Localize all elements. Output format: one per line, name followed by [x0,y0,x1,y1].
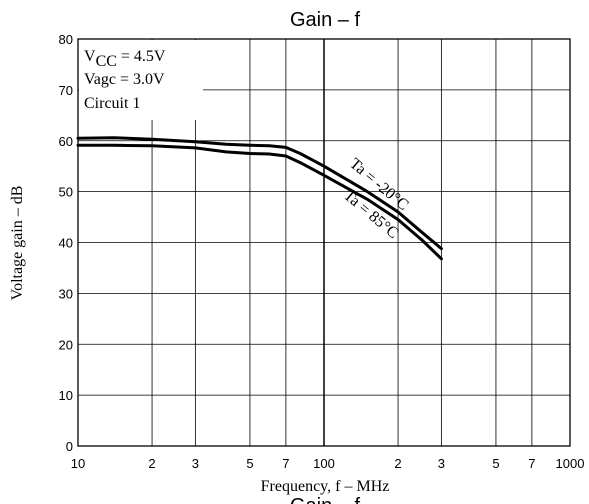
y-tick-label: 50 [59,185,73,200]
plot-frame [77,38,571,447]
chart-title: Gain – f [290,9,360,31]
vagc-condition: Vagc = 3.0V [84,71,165,88]
series-line-1 [76,143,443,261]
x-tick-labels: 10 2 3 5 7 100 2 3 5 7 1000 [71,456,585,471]
x-tick-label: 100 [313,456,335,471]
vcc-value: = 4.5V [117,48,166,65]
y-tick-labels: 0 10 20 30 40 50 60 70 80 [59,32,73,454]
y-tick-label: 30 [59,286,73,301]
x-tick-label: 3 [192,456,199,471]
y-axis-label: Voltage gain – dB [9,186,26,301]
x-tick-label: 7 [282,456,289,471]
x-tick-label: 5 [246,456,253,471]
y-tick-label: 40 [59,236,73,251]
bottom-caption: Gain – f [290,495,360,504]
y-tick-label: 10 [59,388,73,403]
y-tick-label: 80 [59,32,73,47]
x-tick-label: 7 [528,456,535,471]
x-tick-label: 1000 [556,456,585,471]
series-group [76,136,443,261]
x-tick-label: 3 [438,456,445,471]
x-tick-label: 2 [148,456,155,471]
y-tick-label: 70 [59,83,73,98]
x-tick-label: 5 [492,456,499,471]
y-tick-label: 0 [66,439,73,454]
x-tick-label: 2 [394,456,401,471]
x-tick-label: 10 [71,456,85,471]
vcc-subscript: CC [96,53,117,70]
circuit-condition: Circuit 1 [84,95,140,112]
x-axis-label: Frequency, f – MHz [261,478,390,495]
vcc-symbol: V [84,48,96,65]
vcc-condition: VCC = 4.5V [84,48,166,70]
conditions-box [79,40,203,120]
series-line-0 [76,136,443,251]
y-tick-label: 60 [59,134,73,149]
y-tick-label: 20 [59,337,73,352]
